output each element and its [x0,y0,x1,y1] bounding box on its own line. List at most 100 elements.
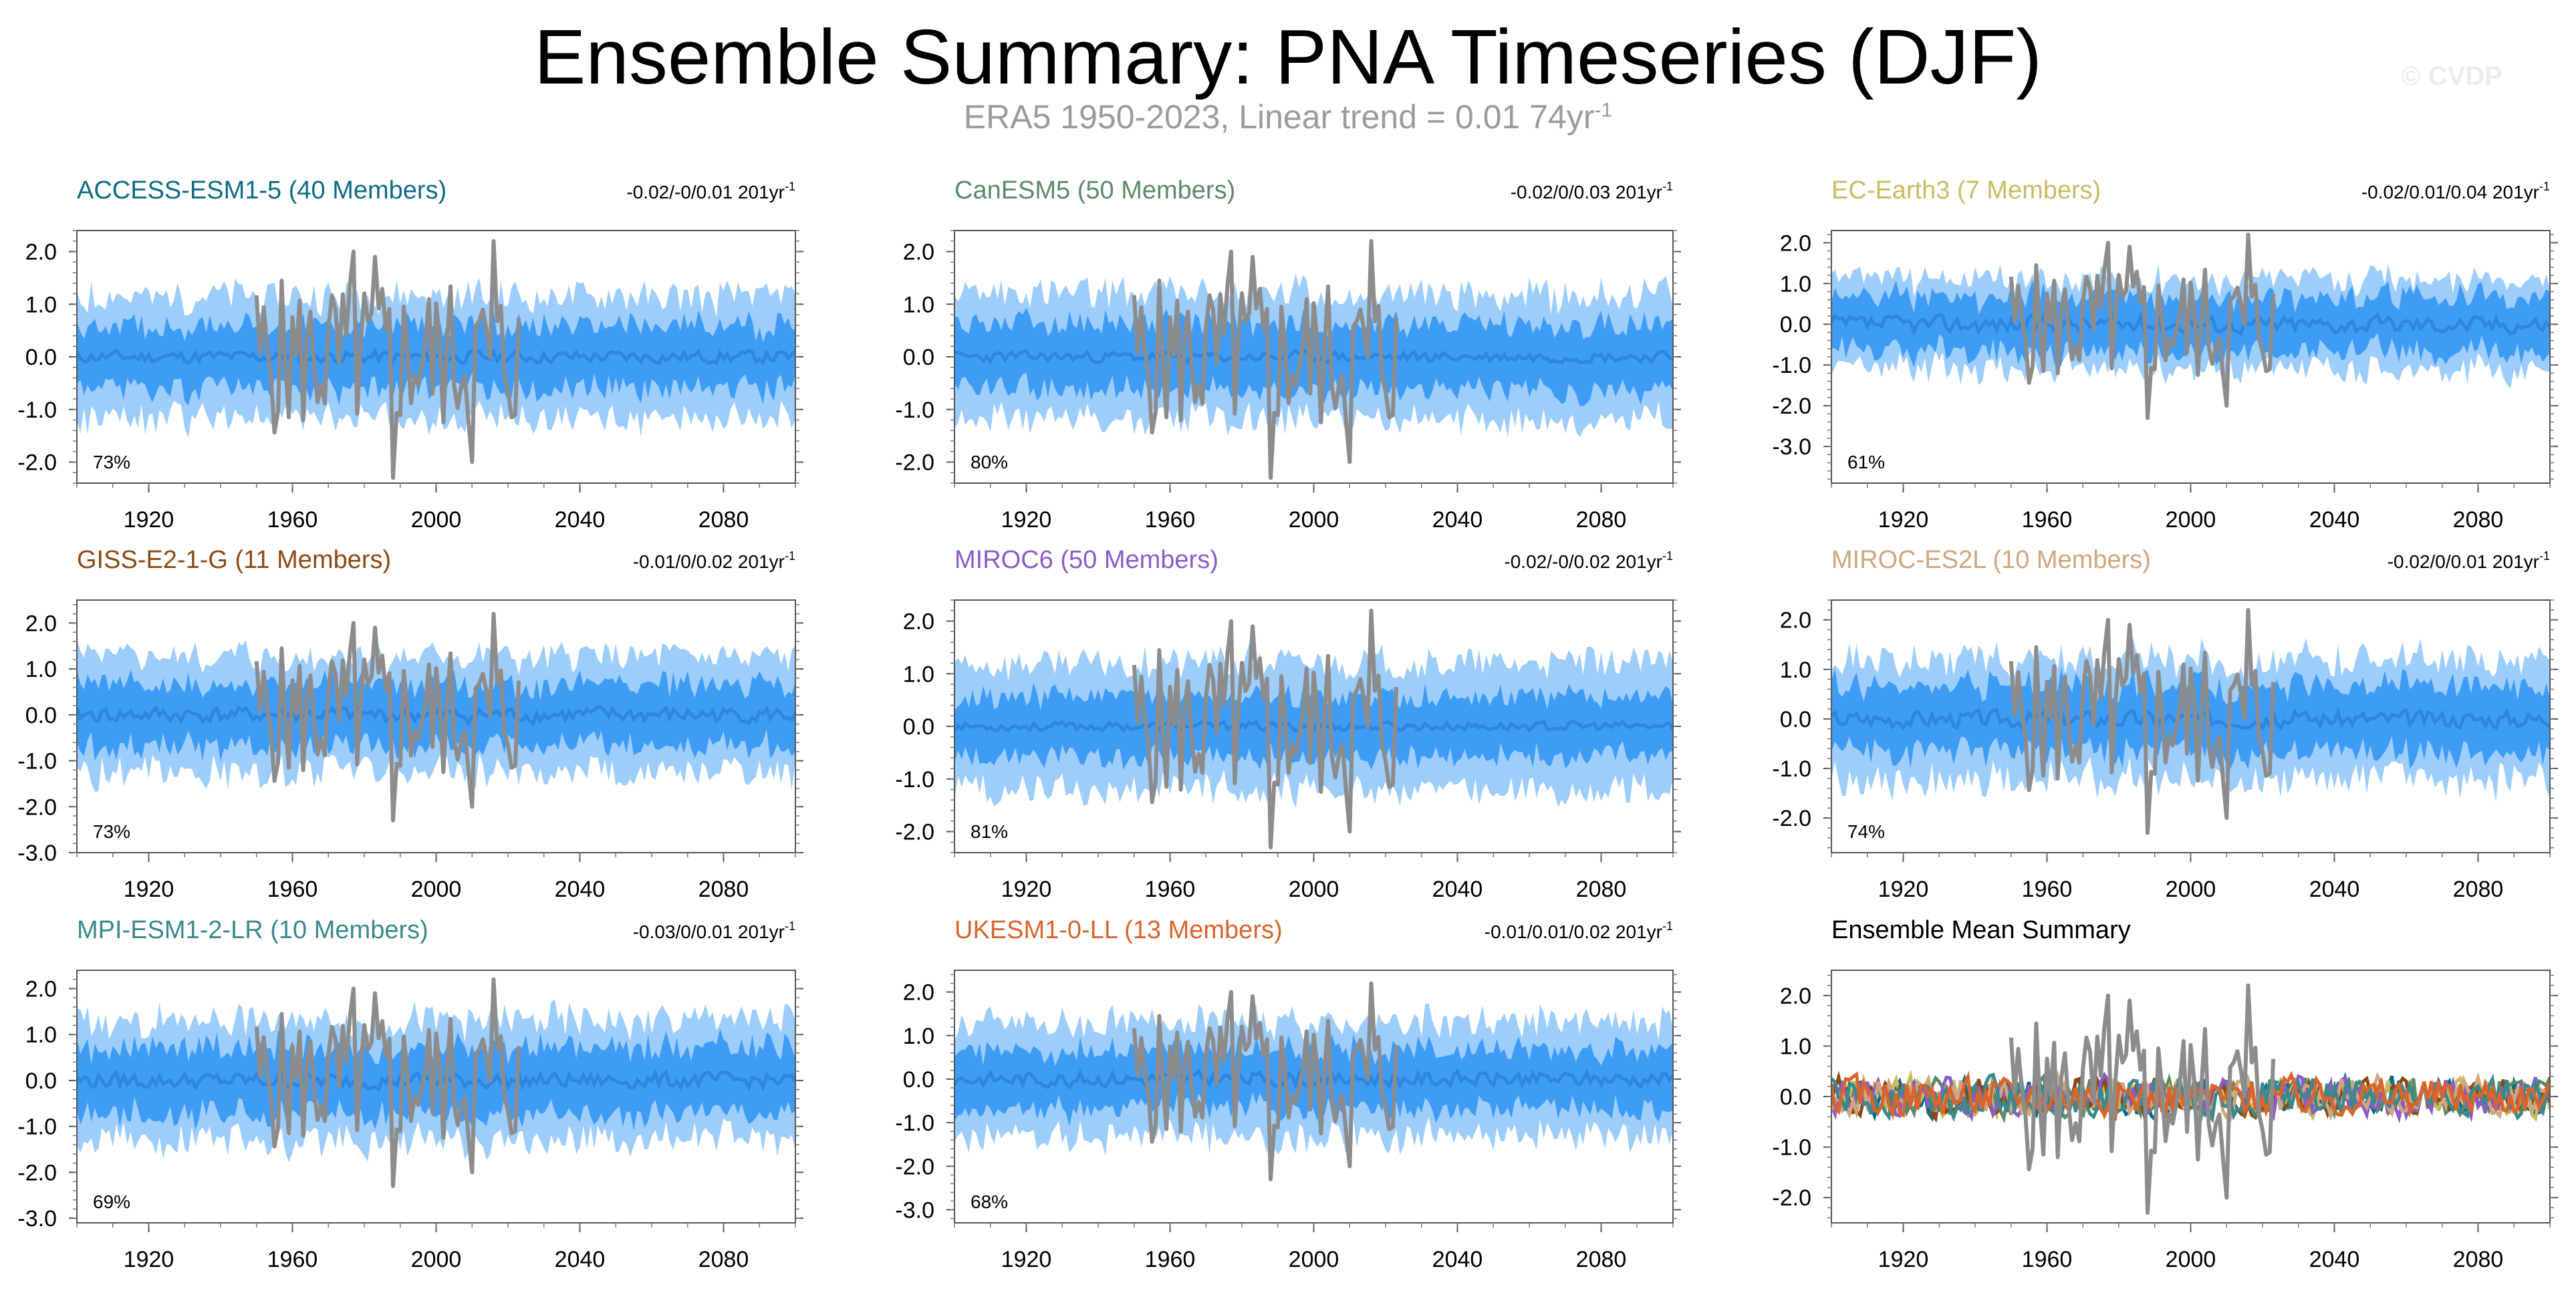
y-tick-label: 2.0 [903,240,934,265]
x-tick-label: 1960 [267,507,318,533]
y-tick-label: 2.0 [25,240,57,265]
panel-title: UKESM1-0-LL (13 Members) [954,916,1283,944]
era5-observed-line [254,611,521,823]
panel-trend-text: -0.02/-0/0.01 201yr-1 [626,180,795,202]
y-tick-label: -1.0 [895,1111,934,1136]
y-tick-label: -2.0 [1772,1185,1811,1211]
y-tick-label: 0.0 [25,1068,57,1094]
trend-superscript: -1 [785,549,795,563]
x-tick-label: 1920 [124,507,174,533]
panel-trend-text: -0.01/0/0.02 201yr-1 [633,549,795,572]
era5-observed-line [254,239,521,480]
ensemble-mean-line [77,704,795,726]
y-tick-label: 2.0 [903,609,934,635]
figure-title: Ensemble Summary: PNA Timeseries (DJF) [533,13,2043,100]
y-tick-label: 2.0 [1780,984,1811,1009]
x-tick-label: 2040 [555,507,606,533]
panel-percent-label: 80% [971,452,1008,472]
x-tick-label: 2080 [1576,1247,1627,1272]
x-tick-label: 2000 [2166,507,2216,533]
ensemble-mean-line [954,1068,1673,1091]
x-tick-label: 1920 [1001,1247,1052,1272]
panel-title: MIROC-ES2L (10 Members) [1831,546,2151,574]
plot-area [954,608,1673,850]
plot-area [77,611,795,823]
x-tick-label: 2000 [1289,507,1339,533]
y-tick-label: -3.0 [1772,434,1811,460]
x-tick-label: 2000 [2166,1247,2216,1272]
chart-panel-1: 2.0 1.0 0.0 -1.0 -2.0 1920 1960 2000 2040 2080 ACC… [17,176,803,533]
y-tick-label: -3.0 [17,1206,57,1232]
trend-superscript: -1 [1662,919,1673,933]
y-tick-label: 2.0 [25,976,57,1002]
plot-area [954,239,1673,480]
y-tick-label: 2.0 [903,980,934,1006]
panel-percent-label: 68% [971,1191,1008,1212]
panel-trend-text: -0.02/-0/0.02 201yr-1 [1504,549,1673,572]
panel-title: ACCESS-ESM1-5 (40 Members) [77,176,446,204]
x-tick-label: 2040 [1432,1247,1483,1272]
era5-observed-line [2009,607,2276,835]
chart-panel-5: 2.0 1.0 0.0 -1.0 -2.0 1920 1960 2000 2040 2080 MIR… [895,546,1681,902]
y-tick-label: 1.0 [903,1024,934,1049]
trend-superscript: -1 [2539,549,2550,563]
x-tick-label: 2000 [411,1247,462,1272]
plot-area [77,977,795,1188]
x-tick-label: 2040 [1432,877,1483,902]
panel-title: MIROC6 (50 Members) [954,546,1218,574]
x-tick-label: 2000 [411,877,462,902]
plot-area [1831,983,2550,1215]
era5-observed-line [1132,981,1399,1181]
chart-panel-6: 2.0 1.0 0.0 -1.0 -2.0 1920 1960 2000 2040 2080 MIR… [1772,546,2558,902]
x-tick-label: 1960 [1145,1247,1196,1272]
y-tick-label: 0.0 [25,703,57,728]
trend-superscript: -1 [1662,180,1673,193]
y-tick-label: 1.0 [1780,1034,1811,1059]
y-tick-label: -3.0 [17,841,57,866]
x-tick-label: 2040 [555,1247,606,1272]
y-tick-label: 0.0 [25,345,57,370]
y-tick-label: -2.0 [1772,394,1811,419]
panel-title: CanESM5 (50 Members) [954,176,1235,204]
y-tick-label: -1.0 [1772,756,1811,782]
x-tick-label: 2000 [1289,1247,1339,1272]
x-tick-label: 1960 [267,877,318,902]
x-tick-label: 2000 [411,507,462,533]
x-tick-label: 2000 [1289,877,1339,902]
y-tick-label: 1.0 [1780,658,1811,683]
figure-subtitle: ERA5 1950-2023, Linear trend = 0.01 74yr… [963,98,1613,136]
plot-area [954,981,1673,1181]
panel-trend-text: -0.01/0.01/0.02 201yr-1 [1485,919,1673,942]
panel-title: Ensemble Mean Summary [1831,916,2131,944]
chart-panel-4: 2.0 1.0 0.0 -1.0 -2.0 -3.0 1920 1960 2000 2040 208… [17,546,803,902]
chart-panel-3: 2.0 1.0 0.0 -1.0 -2.0 -3.0 1920 1960 2000 2040 208… [1772,176,2558,533]
chart-panel-7: 2.0 1.0 0.0 -1.0 -2.0 -3.0 1920 1960 2000 2040 208… [17,916,803,1272]
y-tick-label: 0.0 [1780,707,1811,732]
y-tick-label: 1.0 [903,292,934,317]
y-tick-label: -1.0 [1772,1135,1811,1161]
y-tick-label: 0.0 [1780,312,1811,337]
ensemble-iqr-band [954,307,1673,406]
panel-percent-label: 69% [93,1191,130,1212]
y-tick-label: -2.0 [17,795,57,820]
era5-observed-line [2009,233,2276,420]
x-tick-label: 1960 [267,1247,318,1272]
y-tick-label: -1.0 [17,1115,57,1140]
ensemble-iqr-band [954,1033,1673,1127]
y-tick-label: 1.0 [25,292,57,317]
y-tick-label: 1.0 [903,662,934,687]
plot-area [1831,607,2550,835]
y-tick-label: -1.0 [895,398,934,423]
panel-percent-label: 61% [1847,452,1885,472]
x-tick-label: 2080 [2453,877,2504,902]
ensemble-iqr-band [1831,280,2550,370]
y-tick-label: -1.0 [17,749,57,774]
x-tick-label: 2080 [1576,507,1627,533]
trend-superscript: -1 [785,919,795,933]
y-tick-label: -2.0 [895,450,934,476]
x-tick-label: 2040 [555,877,606,902]
trend-superscript: -1 [785,180,795,193]
ensemble-iqr-band [954,682,1673,770]
y-tick-label: -2.0 [17,1160,57,1185]
ensemble-mean-line [77,1068,795,1093]
